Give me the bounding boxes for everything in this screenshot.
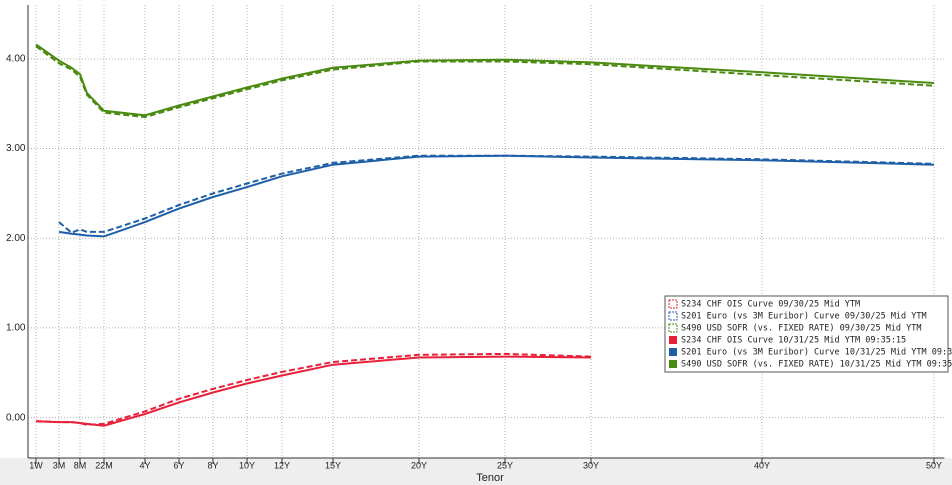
legend-swatch bbox=[668, 299, 678, 309]
x-tick-label: 12Y bbox=[274, 460, 290, 470]
legend-label: S490 USD SOFR (vs. FIXED RATE) 09/30/25 … bbox=[681, 324, 922, 334]
y-tick-label: 3.00 bbox=[6, 143, 26, 154]
legend-box bbox=[664, 295, 949, 373]
series-line bbox=[35, 45, 935, 119]
legend-label: S234 CHF OIS Curve 10/31/25 Mid YTM 09:3… bbox=[681, 336, 906, 346]
x-axis-band bbox=[0, 458, 952, 485]
legend-label: S234 CHF OIS Curve 09/30/25 Mid YTM bbox=[681, 300, 860, 310]
x-tick-label: 22M bbox=[95, 460, 113, 470]
legend-swatch bbox=[668, 311, 678, 321]
x-tick-label: 10Y bbox=[239, 460, 255, 470]
legend-swatch bbox=[669, 348, 677, 356]
legend: S234 CHF OIS Curve 09/30/25 Mid YTM S201 … bbox=[664, 295, 952, 373]
x-tick-label: 1W bbox=[29, 460, 43, 470]
legend-swatch bbox=[668, 323, 678, 333]
y-tick-label: 1.00 bbox=[6, 323, 26, 334]
x-tick-label: 8M bbox=[74, 460, 87, 470]
x-axis-title: Tenor bbox=[476, 472, 504, 484]
x-tick-label: 4Y bbox=[139, 460, 150, 470]
x-tick-label: 25Y bbox=[497, 460, 513, 470]
x-tick-label: 8Y bbox=[207, 460, 218, 470]
legend-label: S201 Euro (vs 3M Euribor) Curve 09/30/25… bbox=[681, 312, 927, 322]
x-tick-label: 15Y bbox=[325, 460, 341, 470]
series-line bbox=[35, 43, 935, 117]
series-line bbox=[35, 355, 592, 427]
x-tick-label: 50Y bbox=[926, 460, 942, 470]
series-line bbox=[58, 154, 935, 238]
x-tick-label: 30Y bbox=[583, 460, 599, 470]
x-tick-label: 6Y bbox=[173, 460, 184, 470]
legend-swatch bbox=[669, 360, 677, 368]
y-tick-label: 4.00 bbox=[6, 53, 26, 64]
legend-swatch bbox=[669, 336, 677, 344]
x-tick-label: 3M bbox=[53, 460, 66, 470]
x-tick-label: 40Y bbox=[754, 460, 770, 470]
y-tick-label: 2.00 bbox=[6, 233, 26, 244]
legend-label: S201 Euro (vs 3M Euribor) Curve 10/31/25… bbox=[681, 348, 952, 358]
x-tick-label: 20Y bbox=[411, 460, 427, 470]
legend-label: S490 USD SOFR (vs. FIXED RATE) 10/31/25 … bbox=[681, 360, 952, 370]
y-tick-label: 0.00 bbox=[6, 412, 26, 423]
